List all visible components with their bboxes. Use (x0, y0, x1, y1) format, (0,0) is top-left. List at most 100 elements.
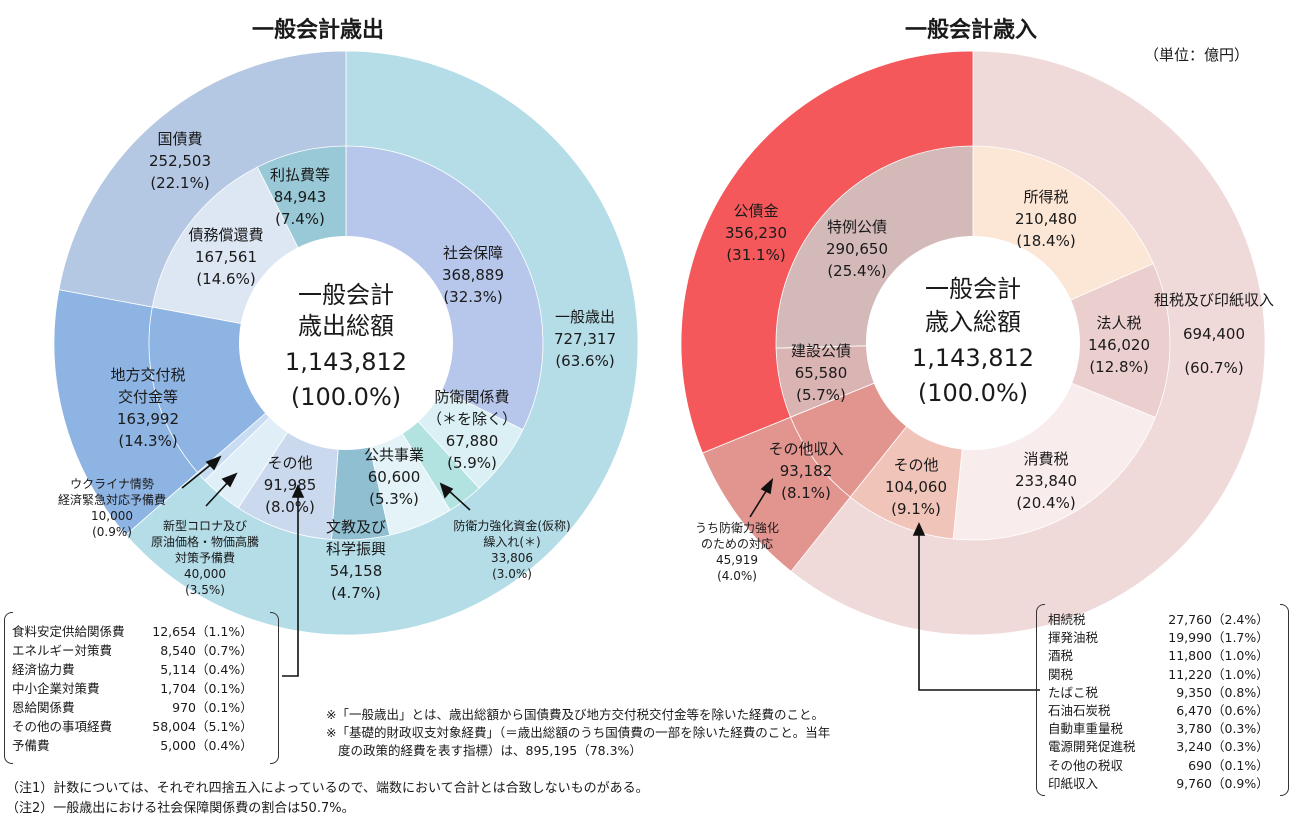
rev-others-row-9: 印紙収入 9,760 （0.9%） (1048, 775, 1280, 793)
label-bouei-pct: (5.9%) (447, 454, 497, 472)
note-star2b: 度の政策的経費を表す指標）は、895,195（78.3%） (338, 743, 642, 758)
label-bunkyo-pct: (4.7%) (331, 584, 381, 602)
rev-others-row-value: 27,760 (1168, 612, 1212, 627)
label-sonota-value: 91,985 (264, 476, 317, 494)
label-sozei-value: 694,400 (1183, 325, 1245, 343)
label-bunkyo-value: 54,158 (330, 562, 383, 580)
exp-others-row-value: 970 (172, 700, 196, 715)
label-kensetsu-name: 建設公債 (791, 342, 851, 360)
rev-center-line1: 一般会計 (925, 275, 1021, 303)
exp-others-row-label: 恩給関係費 (12, 700, 75, 715)
exp-others-row-label: 予備費 (12, 738, 50, 753)
rev-others-row-pct: （2.4%） (1212, 612, 1269, 627)
rev-others-row-pct: （0.3%） (1212, 739, 1269, 755)
exp-others-row-pct: （0.1%） (196, 681, 253, 696)
expenditure-title: 一般会計歳出 (252, 18, 385, 43)
rev-others-row-value: 19,990 (1168, 630, 1212, 646)
rev-others-row-label: その他の税収 (1048, 757, 1124, 773)
label-boueitaiou-name1: うち防衛力強化 (695, 520, 779, 535)
label-kokusaihi-value: 252,503 (149, 152, 211, 170)
label-houjin-value: 146,020 (1088, 336, 1150, 354)
rev-others-row-0: 相続税 27,760 （2.4%） (1048, 611, 1280, 629)
label-kensetsu-pct: (5.7%) (796, 386, 846, 404)
label-tokurei-name: 特例公債 (827, 218, 887, 236)
revenue-donut (680, 50, 1266, 636)
arrow-ukraine-head (205, 455, 222, 471)
label-rev-sonota-name: その他 (893, 456, 938, 474)
label-houjin-name: 法人税 (1096, 314, 1141, 332)
label-bunkyo-name1: 文教及び (326, 518, 386, 536)
exp-others-row-label: 食料安定供給関係費 (12, 624, 125, 639)
label-riharai-value: 84,943 (274, 188, 327, 206)
exp-others-row-3: 中小企業対策費 1,704 （0.1%） (12, 679, 270, 698)
rev-others-row-label: 印紙収入 (1048, 775, 1099, 791)
label-koseikin-value: 356,230 (725, 224, 787, 242)
exp-center-value: 1,143,812 (285, 348, 407, 376)
rev-others-row-5: 石油石炭税 6,470 （0.6%） (1048, 702, 1280, 720)
arrow-boueishikin (447, 489, 471, 511)
revenue-small-labels: うち防衛力強化 のための対応 45,919 (4.0%) (695, 520, 779, 583)
note-1: （注1）計数については、それぞれ四捨五入によっているので、端数において合計とは合… (6, 781, 649, 796)
label-corona-name2: 原油価格・物価高騰 (151, 534, 259, 549)
exp-others-row-value: 1,704 (160, 681, 196, 696)
label-saimu-value: 167,561 (195, 248, 257, 266)
rev-others-row-pct: （0.6%） (1212, 703, 1269, 719)
rev-others-row-value: 3,240 (1176, 739, 1212, 755)
note-star2a: ※「基礎的財政収支対象経費」（＝歳出総額のうち国債費の一部を除いた経費のこと。当… (326, 725, 831, 740)
label-sozei-name: 租税及び印紙収入 (1154, 291, 1274, 309)
revenue-others-breakdown: 相続税 27,760 （2.4%） 揮発油税 19,990 （1.7%） 酒税 11,800 （… (1048, 611, 1280, 793)
label-ukraine-name2: 経済緊急対応予備費 (58, 492, 166, 507)
label-corona-pct: (3.5%) (185, 583, 225, 597)
note-2: （注2）一般歳出における社会保障関係費の割合は50.7%。 (6, 801, 355, 816)
rev-others-row-8: その他の税収 690 （0.1%） (1048, 757, 1280, 775)
rev-others-row-7: 電源開発促進税 3,240 （0.3%） (1048, 738, 1280, 756)
label-saimu-pct: (14.6%) (196, 270, 255, 288)
exp-others-row-pct: （5.1%） (196, 719, 253, 734)
label-tokurei-value: 290,650 (826, 240, 888, 258)
label-chihou-value: 163,992 (117, 410, 179, 428)
rev-center-pct: (100.0%) (918, 379, 1028, 407)
label-boueishikin-name1: 防衛力強化資金(仮称) (453, 518, 570, 533)
exp-others-row-6: 予備費 5,000 （0.4%） (12, 736, 270, 755)
label-shakai-name: 社会保障 (443, 244, 503, 262)
exp-center-line2: 歳出総額 (298, 312, 394, 340)
label-bunkyo-name2: 科学振興 (326, 540, 386, 558)
rev-others-row-label: 電源開発促進税 (1048, 739, 1136, 755)
label-tokurei-pct: (25.4%) (827, 262, 886, 280)
rev-others-row-pct: （1.0%） (1212, 648, 1269, 664)
rev-others-row-label: 酒税 (1048, 648, 1074, 664)
exp-others-row-value: 58,004 (152, 719, 196, 734)
label-boueishikin-pct: (3.0%) (492, 567, 532, 581)
rev-others-row-6: 自動車重量税 3,780 （0.3%） (1048, 720, 1280, 738)
rev-others-row-pct: （0.9%） (1212, 775, 1269, 791)
rev-others-row-1: 揮発油税 19,990 （1.7%） (1048, 629, 1280, 647)
label-koukyo-name: 公共事業 (364, 446, 424, 464)
expenditure-donut (53, 50, 639, 636)
label-kokusaihi-name: 国債費 (157, 130, 202, 148)
rev-others-row-pct: （0.8%） (1212, 684, 1269, 700)
left-brace-open (4, 612, 13, 764)
exp-others-row-5: その他の事項経費 58,004 （5.1%） (12, 717, 270, 736)
label-koseikin-pct: (31.1%) (726, 246, 785, 264)
exp-others-row-pct: （0.4%） (196, 662, 253, 677)
label-riharai-name: 利払費等 (270, 166, 330, 184)
rev-center-value: 1,143,812 (912, 344, 1034, 372)
unit-label: （単位：億円） (1144, 46, 1250, 64)
arrow-sonota-head (291, 484, 305, 498)
rev-others-row-label: 石油石炭税 (1048, 703, 1111, 719)
exp-others-row-pct: （0.4%） (196, 738, 253, 753)
rev-others-row-value: 690 (1188, 757, 1212, 773)
rev-others-row-4: たばこ税 9,350 （0.8%） (1048, 684, 1280, 702)
expenditure-arrows (181, 455, 471, 677)
label-boueitaiou-pct: (4.0%) (717, 569, 757, 583)
label-ukraine-value: 10,000 (91, 509, 133, 523)
label-chihou-name2: 交付金等 (118, 388, 178, 406)
exp-others-row-4: 恩給関係費 970 （0.1%） (12, 698, 270, 717)
arrow-boueitaiou-head (760, 477, 774, 495)
exp-others-row-value: 12,654 (152, 624, 196, 639)
revenue-title: 一般会計歳入 (905, 18, 1038, 43)
exp-others-row-value: 8,540 (160, 643, 196, 658)
rev-others-row-2: 酒税 11,800 （1.0%） (1048, 647, 1280, 665)
label-bouei-sub: （＊を除く） (427, 410, 517, 428)
